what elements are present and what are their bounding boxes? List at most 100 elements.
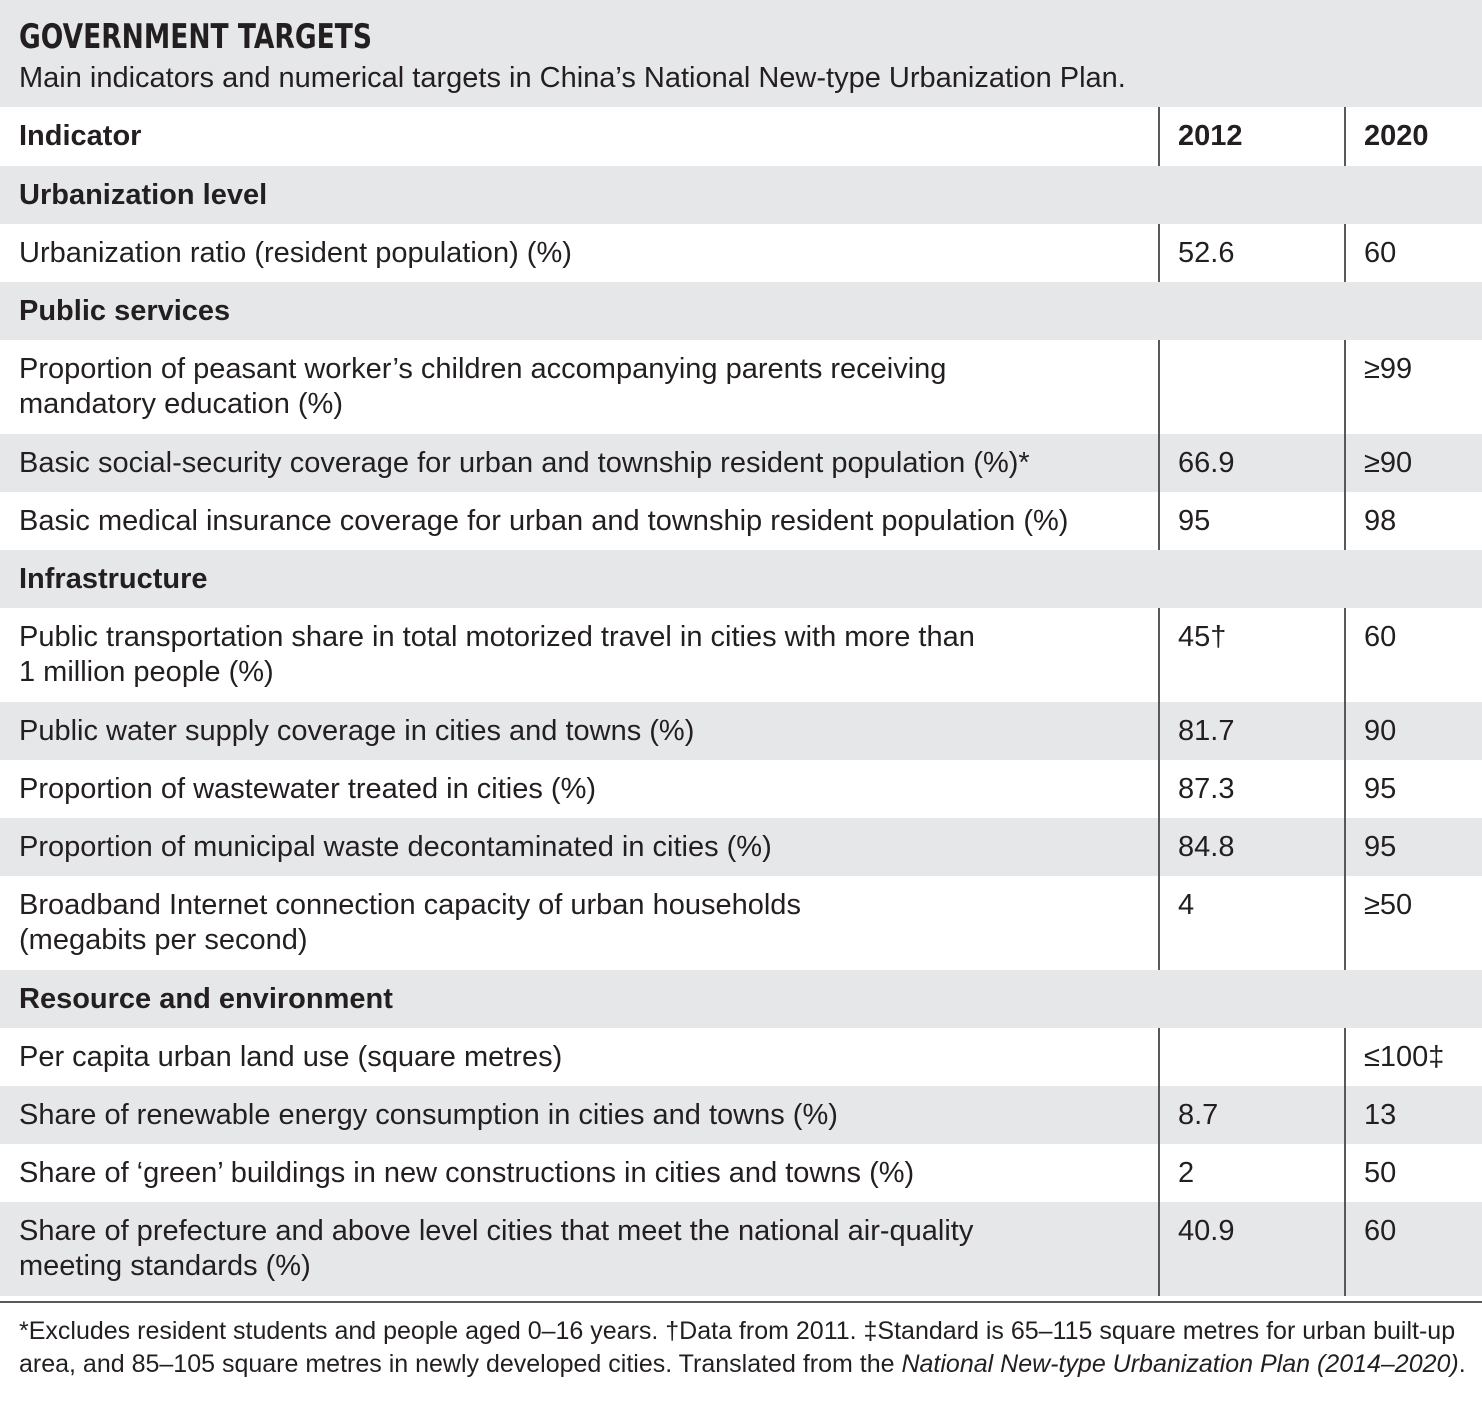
page-title: GOVERNMENT TARGETS [19, 17, 372, 57]
footnote-end: . [1458, 1350, 1466, 1378]
value-2012-cell [1158, 340, 1345, 434]
indicator-line: Basic social-security coverage for urban… [19, 446, 1030, 479]
value-2012: 8.7 [1178, 1098, 1219, 1131]
section-heading: Public services [0, 282, 1482, 340]
indicator-line: Basic medical insurance coverage for urb… [19, 504, 1069, 537]
value-2020-cell: ≥99 [1344, 340, 1482, 434]
value-2020: 95 [1364, 830, 1397, 863]
indicator-text: Basic medical insurance coverage for urb… [19, 504, 1158, 539]
indicator-line: Public water supply coverage in cities a… [19, 714, 695, 747]
indicator-cell: Proportion of peasant worker’s children … [0, 340, 1159, 434]
section-row: Public services [0, 282, 1482, 340]
targets-table: Indicator 2012 2020 Urbanization level Ur… [0, 107, 1482, 1296]
indicator-line: Share of ‘green’ buildings in new constr… [19, 1156, 915, 1189]
value-2020: 90 [1364, 714, 1397, 747]
value-2020-cell: ≥50 [1344, 876, 1482, 970]
indicator-line: Broadband Internet connection capacity o… [19, 889, 801, 921]
value-2020-cell: 90 [1344, 702, 1482, 760]
value-2012: 84.8 [1178, 830, 1235, 863]
value-2012-cell: 4 [1158, 876, 1345, 970]
value-2012: 66.9 [1178, 446, 1235, 479]
value-2020: 60 [1364, 236, 1397, 269]
value-2020-cell: 95 [1344, 760, 1482, 818]
section-row: Infrastructure [0, 550, 1482, 608]
value-2012: 2 [1178, 1156, 1195, 1189]
table-row: Public transportation share in total mot… [0, 608, 1482, 702]
column-header-2020: 2020 [1344, 107, 1482, 166]
value-2012-cell: 95 [1158, 492, 1345, 550]
indicator-text: Proportion of municipal waste decontamin… [19, 830, 1158, 865]
indicator-cell: Basic medical insurance coverage for urb… [0, 492, 1159, 550]
table-row: Proportion of wastewater treated in citi… [0, 760, 1482, 818]
value-2012: 95 [1178, 504, 1211, 537]
indicator-cell: Share of renewable energy consumption in… [0, 1086, 1159, 1144]
page-subtitle: Main indicators and numerical targets in… [19, 62, 1126, 94]
indicator-text: Public water supply coverage in cities a… [19, 714, 1158, 749]
column-header-2012: 2012 [1158, 107, 1345, 166]
section-heading: Resource and environment [0, 970, 1482, 1028]
value-2012: 52.6 [1178, 236, 1235, 269]
table-row: Basic social-security coverage for urban… [0, 434, 1482, 492]
footnote-text: *Excludes resident students and people a… [19, 1317, 1456, 1378]
value-2012: 40.9 [1178, 1215, 1235, 1247]
table-header-row: Indicator 2012 2020 [0, 107, 1482, 166]
value-2020: ≥99 [1364, 353, 1413, 385]
indicator-text: Share of prefecture and above level citi… [19, 1202, 1158, 1284]
value-2020: 60 [1364, 1215, 1397, 1247]
value-2020-cell: 50 [1344, 1144, 1482, 1202]
header-band: GOVERNMENT TARGETS Main indicators and n… [0, 0, 1482, 107]
value-2020-cell: ≤100‡ [1344, 1028, 1482, 1086]
value-2012-cell: 8.7 [1158, 1086, 1345, 1144]
footnote: *Excludes resident students and people a… [19, 1315, 1469, 1381]
indicator-line: Per capita urban land use (square metres… [19, 1040, 563, 1073]
table-row: Per capita urban land use (square metres… [0, 1028, 1482, 1086]
value-2020: ≥90 [1364, 446, 1413, 479]
table-row: Proportion of municipal waste decontamin… [0, 818, 1482, 876]
value-2012-cell: 66.9 [1158, 434, 1345, 492]
indicator-cell: Urbanization ratio (resident population)… [0, 224, 1159, 282]
indicator-line: Public transportation share in total mot… [19, 621, 975, 653]
indicator-line: Urbanization ratio (resident population)… [19, 236, 572, 269]
indicator-line: meeting standards (%) [19, 1250, 311, 1282]
indicator-text: Broadband Internet connection capacity o… [19, 876, 1158, 958]
table-row: Share of prefecture and above level citi… [0, 1202, 1482, 1296]
value-2012: 81.7 [1178, 714, 1235, 747]
value-2012-cell [1158, 1028, 1345, 1086]
table-row: Public water supply coverage in cities a… [0, 702, 1482, 760]
value-2012-cell: 40.9 [1158, 1202, 1345, 1296]
indicator-line: Proportion of peasant worker’s children … [19, 353, 947, 385]
indicator-cell: Share of prefecture and above level citi… [0, 1202, 1159, 1296]
table-row: Broadband Internet connection capacity o… [0, 876, 1482, 970]
value-2020-cell: 60 [1344, 1202, 1482, 1296]
indicator-line: 1 million people (%) [19, 656, 274, 688]
indicator-line: Proportion of wastewater treated in citi… [19, 772, 597, 805]
indicator-cell: Broadband Internet connection capacity o… [0, 876, 1159, 970]
value-2012-cell: 52.6 [1158, 224, 1345, 282]
indicator-text: Per capita urban land use (square metres… [19, 1040, 1158, 1075]
indicator-cell: Proportion of municipal waste decontamin… [0, 818, 1159, 876]
table-bottom-rule [0, 1301, 1482, 1303]
indicator-text: Public transportation share in total mot… [19, 608, 1158, 690]
indicator-line: Proportion of municipal waste decontamin… [19, 830, 772, 863]
section-row: Urbanization level [0, 166, 1482, 224]
value-2020: ≥50 [1364, 889, 1413, 921]
value-2012-cell: 87.3 [1158, 760, 1345, 818]
value-2012 [1178, 340, 1344, 352]
indicator-text: Share of renewable energy consumption in… [19, 1098, 1158, 1133]
value-2020: 50 [1364, 1156, 1397, 1189]
indicator-text: Proportion of peasant worker’s children … [19, 340, 1158, 422]
value-2020-cell: 60 [1344, 608, 1482, 702]
value-2020: 60 [1364, 621, 1397, 653]
value-2012: 45† [1178, 621, 1227, 653]
table-row: Share of renewable energy consumption in… [0, 1086, 1482, 1144]
indicator-cell: Share of ‘green’ buildings in new constr… [0, 1144, 1159, 1202]
section-row: Resource and environment [0, 970, 1482, 1028]
column-header-indicator: Indicator [0, 107, 1159, 166]
value-2012-cell: 45† [1158, 608, 1345, 702]
value-2012-cell: 2 [1158, 1144, 1345, 1202]
indicator-cell: Per capita urban land use (square metres… [0, 1028, 1159, 1086]
indicator-cell: Public water supply coverage in cities a… [0, 702, 1159, 760]
table-row: Urbanization ratio (resident population)… [0, 224, 1482, 282]
indicator-text: Share of ‘green’ buildings in new constr… [19, 1156, 1158, 1191]
